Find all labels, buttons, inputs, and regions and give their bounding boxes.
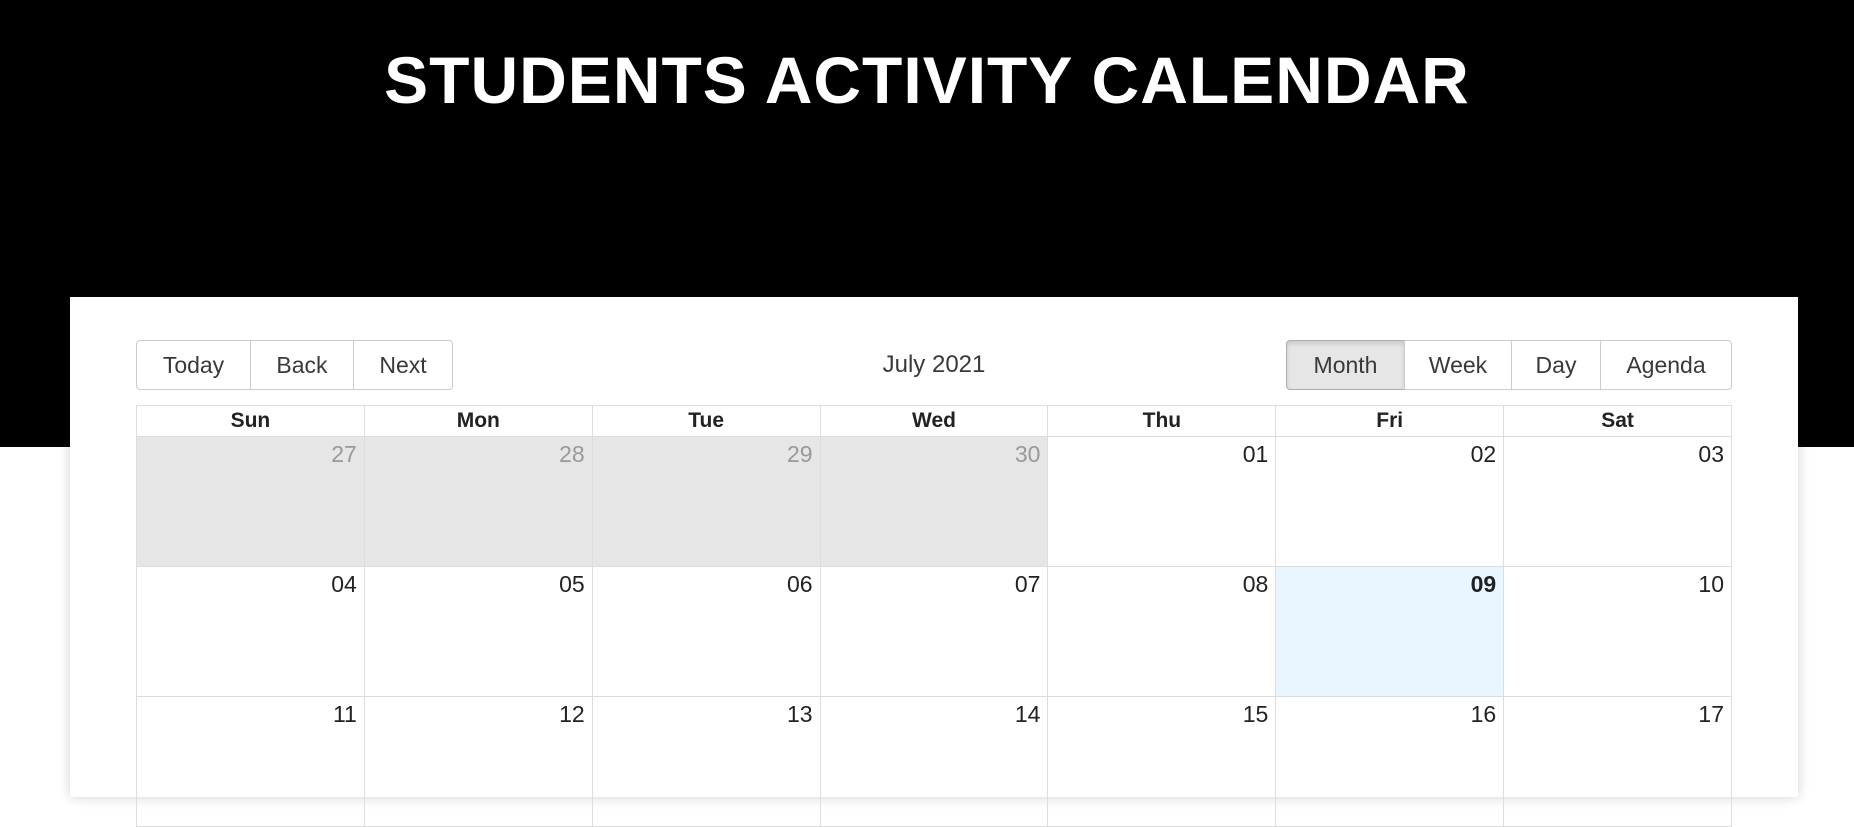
day-number[interactable]: 12	[559, 701, 585, 727]
day-number[interactable]: 28	[559, 441, 585, 467]
day-number[interactable]: 15	[1242, 701, 1269, 727]
day-cell[interactable]: 30	[819, 437, 1048, 566]
week-row: 04 05 06 07 08 09 10	[136, 567, 1732, 697]
view-button-group: Month Week Day Agenda	[1286, 340, 1732, 390]
weekday-header-row: Sun Mon Tue Wed Thu Fri Sat	[136, 405, 1732, 437]
day-cell[interactable]: 03	[1503, 437, 1731, 566]
weekday-header: Fri	[1275, 406, 1503, 436]
day-number[interactable]: 03	[1698, 441, 1725, 467]
day-view-button[interactable]: Day	[1511, 340, 1601, 390]
back-button[interactable]: Back	[250, 340, 354, 390]
day-number[interactable]: 08	[1242, 571, 1269, 597]
day-cell[interactable]: 07	[819, 567, 1048, 696]
week-row: 27 28 29 30 01 02 03	[136, 437, 1732, 567]
day-cell[interactable]: 16	[1275, 697, 1503, 826]
weekday-header: Mon	[363, 406, 592, 436]
day-number[interactable]: 01	[1242, 441, 1269, 467]
calendar-card: July 2021 Today Back Next Month Week Day…	[70, 297, 1798, 827]
day-cell[interactable]: 05	[363, 567, 592, 696]
day-number[interactable]: 16	[1470, 701, 1497, 727]
day-number[interactable]: 04	[331, 571, 357, 597]
day-cell[interactable]: 11	[137, 697, 364, 826]
day-number[interactable]: 10	[1698, 571, 1725, 597]
day-cell[interactable]: 12	[363, 697, 592, 826]
today-button[interactable]: Today	[136, 340, 251, 390]
weekday-header: Sun	[230, 409, 271, 432]
agenda-view-button[interactable]: Agenda	[1600, 340, 1732, 390]
day-cell[interactable]: 08	[1047, 567, 1275, 696]
calendar-toolbar: July 2021 Today Back Next Month Week Day…	[136, 340, 1732, 390]
day-number[interactable]: 27	[331, 441, 357, 467]
weekday-header: Thu	[1047, 406, 1275, 436]
day-cell[interactable]: 13	[591, 697, 820, 826]
week-view-button[interactable]: Week	[1404, 340, 1512, 390]
day-number[interactable]: 05	[559, 571, 585, 597]
today-day-cell[interactable]: 09	[1275, 567, 1504, 696]
day-cell[interactable]: 27	[137, 437, 364, 566]
day-cell[interactable]: 04	[137, 567, 364, 696]
day-cell[interactable]: 29	[591, 437, 820, 566]
weekday-header: Sat	[1503, 406, 1731, 436]
day-number[interactable]: 14	[1014, 701, 1041, 727]
day-cell[interactable]: 02	[1275, 437, 1503, 566]
day-number[interactable]: 29	[786, 441, 813, 467]
month-view-button[interactable]: Month	[1286, 340, 1405, 390]
week-row: 11 12 13 14 15 16 17	[136, 697, 1732, 827]
day-number[interactable]: 11	[332, 701, 357, 727]
day-number[interactable]: 30	[1014, 441, 1041, 467]
day-cell[interactable]: 28	[363, 437, 592, 566]
day-cell[interactable]: 15	[1047, 697, 1275, 826]
weekday-header: Wed	[819, 406, 1048, 436]
day-number[interactable]: 17	[1698, 701, 1725, 727]
day-number[interactable]: 13	[786, 701, 813, 727]
weekday-header: Tue	[591, 406, 820, 436]
day-number[interactable]: 06	[786, 571, 813, 597]
nav-button-group: Today Back Next	[136, 340, 453, 390]
day-number[interactable]: 02	[1470, 441, 1497, 467]
month-grid: Sun Mon Tue Wed Thu Fri Sat 27 28 29 30 …	[136, 405, 1732, 827]
day-cell[interactable]: 06	[591, 567, 820, 696]
day-number[interactable]: 07	[1014, 571, 1041, 597]
day-cell[interactable]: 10	[1503, 567, 1731, 696]
day-number[interactable]: 09	[1470, 571, 1497, 597]
day-cell[interactable]: 01	[1047, 437, 1275, 566]
day-cell[interactable]: 17	[1503, 697, 1731, 826]
day-cell[interactable]: 14	[819, 697, 1048, 826]
next-button[interactable]: Next	[353, 340, 453, 390]
page-title: STUDENTS ACTIVITY CALENDAR	[384, 43, 1470, 117]
